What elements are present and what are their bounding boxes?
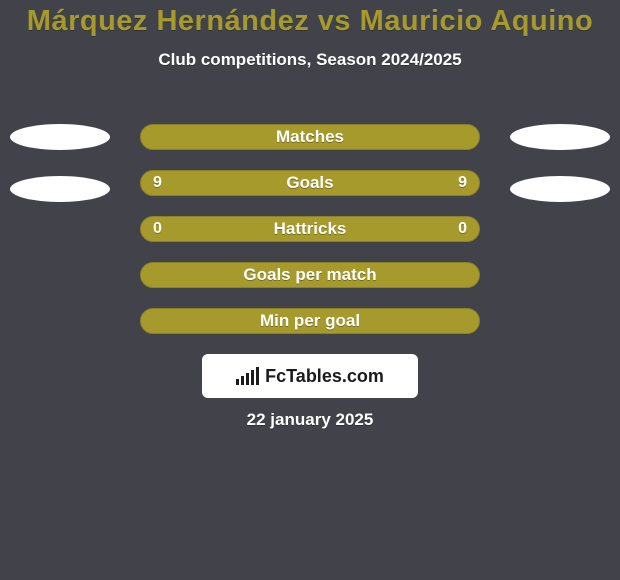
stat-row: Matches xyxy=(0,124,620,150)
fctables-logo: FcTables.com xyxy=(202,354,418,398)
right-value: 0 xyxy=(458,220,467,238)
stat-bar: Hattricks 0 0 xyxy=(140,216,480,242)
stat-row: Goals per match xyxy=(0,262,620,288)
page-title: Márquez Hernández vs Mauricio Aquino xyxy=(0,0,620,36)
stat-bar: Goals 9 9 xyxy=(140,170,480,196)
logo-text: FcTables.com xyxy=(265,366,384,387)
left-ellipse xyxy=(10,176,110,202)
stat-label: Matches xyxy=(276,127,344,147)
stat-row: Goals 9 9 xyxy=(0,170,620,196)
stat-label: Goals per match xyxy=(243,265,376,285)
left-value: 9 xyxy=(153,174,162,192)
subtitle: Club competitions, Season 2024/2025 xyxy=(0,50,620,70)
generation-date: 22 january 2025 xyxy=(247,410,374,430)
stat-row: Hattricks 0 0 xyxy=(0,216,620,242)
left-ellipse xyxy=(10,124,110,150)
right-value: 9 xyxy=(458,174,467,192)
bar-chart-icon xyxy=(236,367,259,385)
right-ellipse xyxy=(510,176,610,202)
comparison-infographic: Márquez Hernández vs Mauricio Aquino Clu… xyxy=(0,0,620,580)
left-value: 0 xyxy=(153,220,162,238)
stat-label: Goals xyxy=(286,173,333,193)
right-ellipse xyxy=(510,124,610,150)
stat-label: Min per goal xyxy=(260,311,360,331)
stat-bar: Goals per match xyxy=(140,262,480,288)
stat-row: Min per goal xyxy=(0,308,620,334)
stat-label: Hattricks xyxy=(274,219,347,239)
stat-bar: Matches xyxy=(140,124,480,150)
stat-bar: Min per goal xyxy=(140,308,480,334)
